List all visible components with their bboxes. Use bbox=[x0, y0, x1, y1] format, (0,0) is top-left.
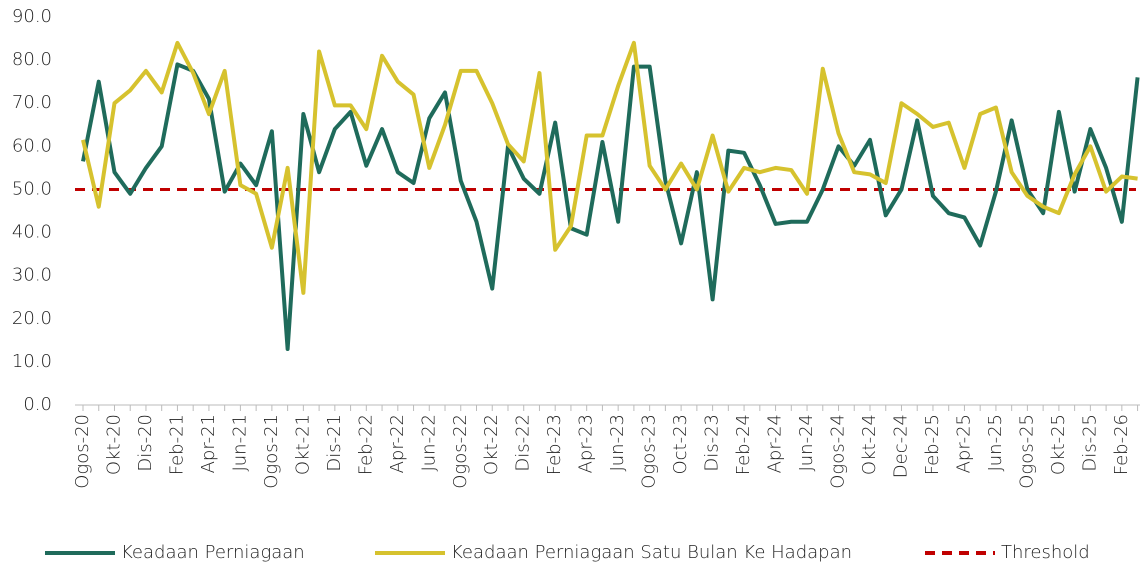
x-tick-label: Ogos-23 bbox=[639, 414, 660, 489]
x-tick-label: Jun-22 bbox=[418, 414, 439, 472]
x-tick-label: Okt-20 bbox=[103, 414, 124, 475]
x-tick-label: Okt-25 bbox=[1048, 414, 1069, 475]
x-tick-label: Apr-21 bbox=[198, 414, 219, 473]
x-tick-label: Apr-25 bbox=[953, 414, 974, 473]
x-tick-label: Jun-25 bbox=[985, 414, 1006, 472]
x-tick-label: Dis-21 bbox=[324, 414, 345, 472]
x-tick-label: Ogos-20 bbox=[72, 414, 93, 489]
series-line bbox=[81, 62, 1140, 351]
x-tick-label: Jun-24 bbox=[796, 414, 817, 472]
x-tick-label: Ogos-24 bbox=[828, 414, 849, 489]
x-tick-label: Feb-21 bbox=[166, 414, 187, 475]
x-tick-label: Feb-22 bbox=[355, 414, 376, 475]
y-tick-label: 0.0 bbox=[23, 394, 52, 415]
x-tick-label: Okt-24 bbox=[859, 414, 880, 475]
series-line bbox=[81, 40, 1138, 295]
y-tick-label: 80.0 bbox=[12, 49, 52, 70]
x-tick-label: Apr-23 bbox=[576, 414, 597, 473]
x-tick-label: Dis-22 bbox=[513, 414, 534, 472]
x-tick-label: Dec-24 bbox=[890, 414, 911, 478]
x-tick-label: Feb-26 bbox=[1111, 414, 1132, 475]
x-tick-label: Feb-25 bbox=[922, 414, 943, 475]
x-tick-label: Jun-21 bbox=[229, 414, 250, 472]
x-tick-label: Feb-24 bbox=[733, 414, 754, 475]
y-tick-label: 50.0 bbox=[12, 178, 52, 199]
x-tick-label: Dis-20 bbox=[135, 414, 156, 472]
y-tick-label: 70.0 bbox=[12, 92, 52, 113]
y-tick-label: 10.0 bbox=[12, 351, 52, 372]
y-tick-label: 90.0 bbox=[12, 6, 52, 27]
y-tick-label: 30.0 bbox=[12, 265, 52, 286]
legend-label: Threshold bbox=[1001, 542, 1090, 563]
x-tick-label: Ogos-21 bbox=[261, 414, 282, 489]
legend-label: Keadaan Perniagaan bbox=[121, 542, 305, 563]
x-tick-label: Dis-23 bbox=[702, 414, 723, 472]
x-tick-label: Jun-23 bbox=[607, 414, 628, 472]
x-tick-label: Ogos-25 bbox=[1016, 414, 1037, 489]
x-tick-label: Dis-25 bbox=[1079, 414, 1100, 472]
x-tick-label: Oct-23 bbox=[670, 414, 691, 475]
x-tick-label: Okt-22 bbox=[481, 414, 502, 475]
y-tick-label: 20.0 bbox=[12, 308, 52, 329]
y-tick-label: 40.0 bbox=[12, 222, 52, 243]
x-tick-label: Okt-21 bbox=[292, 414, 313, 475]
legend-label: Keadaan Perniagaan Satu Bulan Ke Hadapan bbox=[451, 542, 852, 563]
x-tick-label: Feb-23 bbox=[544, 414, 565, 475]
x-tick-label: Ogos-22 bbox=[450, 414, 471, 489]
y-tick-label: 60.0 bbox=[12, 135, 52, 156]
x-tick-label: Apr-22 bbox=[387, 414, 408, 473]
x-tick-label: Apr-24 bbox=[765, 414, 786, 473]
